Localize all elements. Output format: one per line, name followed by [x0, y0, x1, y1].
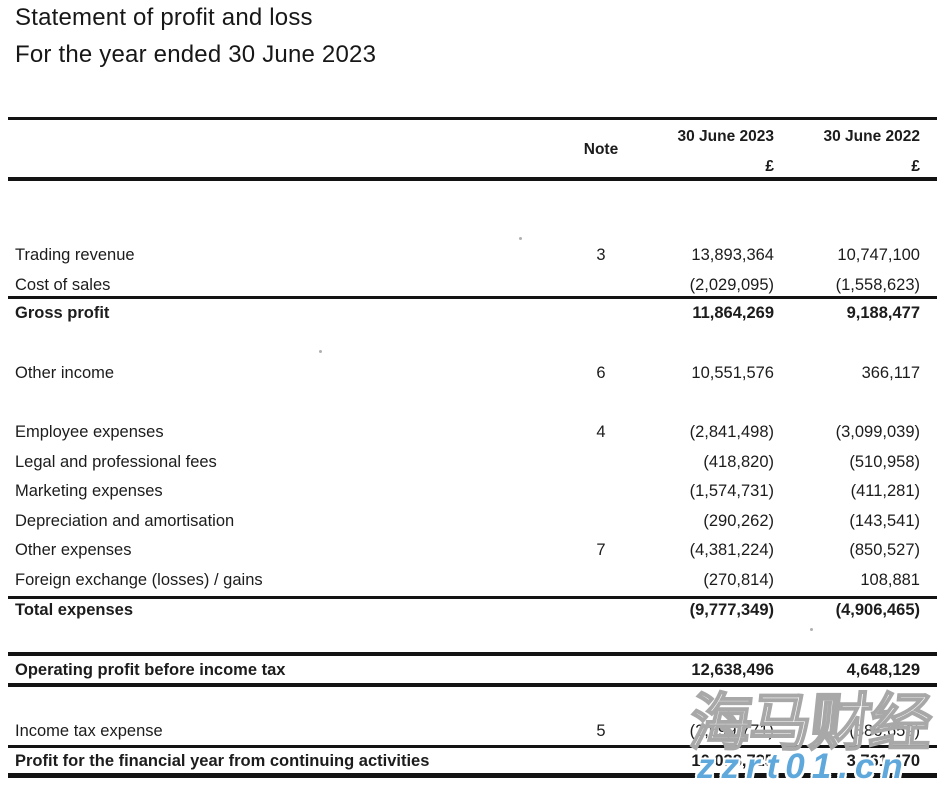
- row-value-2022: (886,659): [849, 722, 920, 740]
- total-expenses-rule: [8, 596, 937, 599]
- row-value-2022: (411,281): [850, 482, 920, 500]
- row-label: Other income: [15, 364, 115, 382]
- row-label: Employee expenses: [15, 423, 164, 441]
- row-label: Depreciation and amortisation: [15, 512, 235, 530]
- page-title: Statement of profit and loss: [15, 4, 313, 31]
- row-label: Income tax expense: [15, 722, 163, 740]
- row-value-2023: 12,638,496: [691, 661, 774, 679]
- row-value-2023: (2,029,095): [689, 276, 774, 294]
- row-label: Gross profit: [15, 304, 110, 322]
- table-row: Other expenses 7 (4,381,224) (850,527): [0, 541, 941, 561]
- row-label: Total expenses: [15, 601, 133, 619]
- table-row: Depreciation and amortisation (290,262) (1…: [0, 512, 941, 532]
- table-row: Operating profit before income tax 12,638…: [0, 661, 941, 681]
- table-row: Total expenses (9,777,349) (4,906,465): [0, 601, 941, 621]
- row-value-2023: 10,038,725: [691, 752, 774, 770]
- table-row: Income tax expense 5 (2,599,771) (886,659): [0, 722, 941, 742]
- row-value-2022: (3,099,039): [835, 423, 920, 441]
- table-row: Marketing expenses (1,574,731) (411,281): [0, 482, 941, 502]
- row-label: Legal and professional fees: [15, 453, 217, 471]
- column-header-2022: 30 June 2022: [823, 128, 920, 145]
- operating-profit-top-rule: [8, 652, 937, 656]
- row-value-2022: 108,881: [860, 571, 920, 589]
- row-value-2023: (270,814): [703, 571, 774, 589]
- table-top-rule: [8, 117, 937, 120]
- gross-profit-rule: [8, 296, 937, 299]
- row-value-2022: (4,906,465): [835, 601, 920, 619]
- row-label: Cost of sales: [15, 276, 111, 294]
- column-header-note: Note: [583, 141, 619, 158]
- table-row: Trading revenue 3 13,893,364 10,747,100: [0, 246, 941, 266]
- row-value-2022: 3,761,470: [846, 752, 920, 770]
- row-value-2022: 10,747,100: [837, 246, 920, 264]
- scan-speck: [810, 628, 813, 631]
- table-row: Other income 6 10,551,576 366,117: [0, 364, 941, 384]
- row-value-2023: 10,551,576: [691, 364, 774, 382]
- table-row: Legal and professional fees (418,820) (510…: [0, 453, 941, 473]
- table-row: Profit for the financial year from conti…: [0, 752, 941, 772]
- row-value-2022: (1,558,623): [835, 276, 920, 294]
- row-value-2023: 13,893,364: [691, 246, 774, 264]
- row-label: Marketing expenses: [15, 482, 163, 500]
- currency-symbol-2023: £: [765, 158, 774, 175]
- row-label: Other expenses: [15, 541, 132, 559]
- row-value-2023: (418,820): [703, 453, 774, 471]
- row-value-2023: (9,777,349): [689, 601, 774, 619]
- scan-speck: [519, 237, 522, 240]
- row-value-2023: (290,262): [703, 512, 774, 530]
- row-value-2023: 11,864,269: [692, 304, 774, 322]
- table-row: Foreign exchange (losses) / gains (270,81…: [0, 571, 941, 591]
- profit-top-rule: [8, 745, 937, 748]
- row-label: Operating profit before income tax: [15, 661, 286, 679]
- row-value-2022: 9,188,477: [846, 304, 920, 322]
- currency-symbol-2022: £: [911, 158, 920, 175]
- row-value-2022: (143,541): [849, 512, 920, 530]
- table-row: Gross profit 11,864,269 9,188,477: [0, 304, 941, 324]
- table-row: Cost of sales (2,029,095) (1,558,623): [0, 276, 941, 296]
- header-bottom-rule: [8, 177, 937, 181]
- row-value-2022: 4,648,129: [846, 661, 920, 679]
- page-subtitle: For the year ended 30 June 2023: [15, 41, 377, 68]
- row-value-2023: (1,574,731): [689, 482, 774, 500]
- row-note: 5: [596, 722, 606, 740]
- column-header-2023: 30 June 2023: [677, 128, 774, 145]
- row-value-2023: (2,841,498): [689, 423, 774, 441]
- row-label: Trading revenue: [15, 246, 135, 264]
- row-value-2022: (510,958): [849, 453, 920, 471]
- row-label: Foreign exchange (losses) / gains: [15, 571, 263, 589]
- row-note: 4: [596, 423, 606, 441]
- table-bottom-rule: [8, 773, 937, 778]
- row-value-2023: (4,381,224): [689, 541, 774, 559]
- row-note: 7: [596, 541, 606, 559]
- scan-speck: [319, 350, 322, 353]
- row-label: Profit for the financial year from conti…: [15, 752, 430, 770]
- operating-profit-bottom-rule: [8, 683, 937, 687]
- row-value-2023: (2,599,771): [689, 722, 774, 740]
- row-note: 3: [596, 246, 606, 264]
- row-note: 6: [596, 364, 606, 382]
- row-value-2022: 366,117: [861, 364, 920, 382]
- row-value-2022: (850,527): [849, 541, 920, 559]
- table-row: Employee expenses 4 (2,841,498) (3,099,039): [0, 423, 941, 443]
